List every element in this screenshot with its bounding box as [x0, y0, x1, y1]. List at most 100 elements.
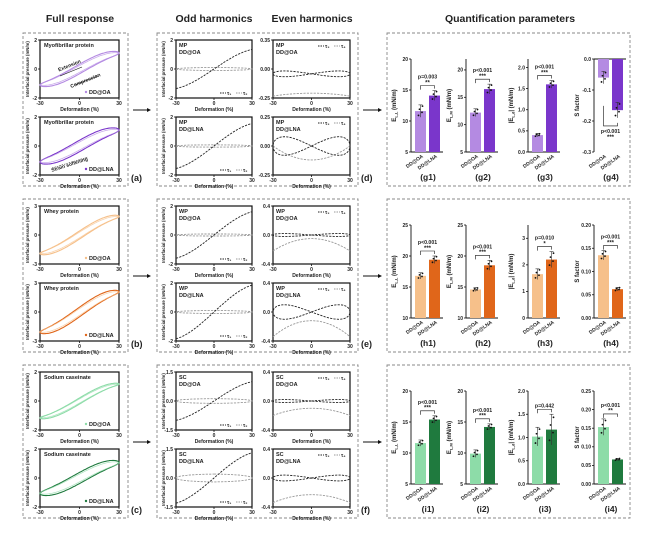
tau3-curve	[272, 399, 351, 403]
y-tick-label: 2	[34, 447, 37, 453]
y-tick-label: 2	[170, 38, 173, 44]
data-point	[431, 98, 434, 100]
legend-label: τ₃	[325, 121, 330, 127]
data-point	[435, 255, 438, 258]
x-tick-label: -30	[172, 344, 179, 350]
significance-bracket	[475, 418, 490, 423]
legend-label: τ₁	[227, 423, 231, 429]
sample-label: DD@OA	[179, 216, 201, 222]
y-tick-label: 1.5	[166, 447, 173, 453]
x-tick-label: -30	[269, 178, 276, 184]
x-tick-label: 0	[310, 267, 313, 273]
y-tick-label: -0.25	[259, 173, 271, 179]
data-point	[431, 421, 434, 424]
bar-chart: 0.00.51.01.52.0|EL,d| (mN/m)DD@OADD@LNA*…	[509, 59, 560, 182]
group-box-full	[22, 198, 129, 353]
x-tick-label: -30	[172, 433, 179, 439]
y-axis-label: Interfacial pressure (mN/m)	[25, 373, 30, 429]
protein-label: Myofibrillar protein	[44, 120, 94, 126]
protein-abbr: SC	[179, 375, 187, 381]
y-axis-label: Interfacial pressure (mN/m)	[161, 284, 166, 340]
legend-label: τ₂	[243, 500, 247, 506]
data-point	[552, 80, 555, 83]
panel-label: (g3)	[537, 172, 553, 182]
y-tick-label: 20	[402, 389, 408, 395]
bar-dd-oa	[532, 135, 543, 152]
y-label-unit: (mN/m)	[447, 421, 453, 443]
y-tick-label: 0.0	[518, 482, 525, 488]
y-label-main: E	[392, 118, 398, 122]
data-point	[600, 81, 603, 83]
group-box-quant	[386, 32, 631, 187]
x-tick-label: 30	[249, 101, 255, 107]
legend-marker	[84, 422, 88, 426]
hysteresis-loop	[39, 291, 120, 333]
data-point	[487, 86, 490, 89]
y-label-sub: L,d	[511, 111, 516, 118]
y-tick-label: 0.15	[581, 426, 591, 432]
y-tick-label: 0.0	[263, 476, 270, 482]
tau3-curve	[272, 136, 351, 156]
data-point	[421, 275, 423, 278]
y-tick-label: 1.0	[518, 108, 525, 114]
y-axis-label: Interfacial pressure (mN/m)	[161, 118, 166, 174]
y-tick-label: 20	[457, 254, 463, 260]
panel-label: (h3)	[537, 338, 553, 348]
data-point	[432, 257, 435, 260]
legend-marker	[84, 90, 88, 94]
arrowhead-icon	[378, 274, 382, 278]
significance-bracket	[537, 408, 552, 414]
protein-abbr: MP	[179, 120, 188, 126]
y-label-sub: L,d	[511, 443, 516, 450]
y-tick-label: 5	[460, 482, 463, 488]
data-point	[476, 288, 478, 291]
data-point	[435, 95, 437, 98]
p-value: p<0.001	[418, 400, 437, 406]
data-point	[618, 103, 621, 105]
plot-frame	[175, 39, 253, 99]
legend-label: τ₂	[243, 257, 247, 263]
sample-label: DD@LNA	[276, 293, 301, 299]
panel-label: (e)	[361, 339, 372, 349]
tau4-curve	[272, 145, 351, 161]
data-point	[476, 108, 479, 111]
x-tick-label: 0	[310, 433, 313, 439]
bar-dd-oa	[470, 289, 481, 318]
legend-label: τ₃	[325, 44, 330, 50]
y-label-unit: (mN/m)	[447, 255, 453, 277]
significance-bracket	[420, 85, 435, 90]
y-tick-label: 25	[402, 223, 408, 229]
data-point	[535, 271, 538, 274]
y-tick-label: 0.10	[581, 445, 591, 451]
x-tick-label: -30	[269, 510, 276, 516]
y-tick-label: 15	[402, 285, 408, 291]
legend-label: τ₄	[341, 287, 346, 293]
data-point	[432, 93, 435, 95]
y-tick-label: 0.4	[263, 370, 270, 376]
y-tick-label: 0	[170, 233, 173, 239]
arrowhead-icon	[147, 274, 151, 278]
protein-abbr: WP	[276, 286, 285, 292]
y-tick-label: 20	[402, 57, 408, 63]
x-tick-label: 30	[116, 344, 122, 350]
data-point	[618, 457, 621, 460]
y-tick-label: -3	[33, 262, 38, 268]
panel-label: (i1)	[422, 504, 435, 514]
significance-bracket	[603, 105, 618, 127]
y-tick-label: -0.4	[261, 262, 270, 268]
y-tick-label: 5	[405, 482, 408, 488]
p-value: p<0.001	[601, 129, 620, 135]
x-axis-label: Deformation (%)	[292, 107, 331, 113]
group-box-harmonics	[156, 32, 359, 187]
x-axis-label: Deformation (%)	[60, 516, 99, 522]
y-tick-label: 0.0	[166, 399, 173, 405]
y-label-sub: L,M	[449, 111, 454, 119]
y-tick-label: 0.4	[263, 447, 270, 453]
p-value: p<0.001	[535, 65, 554, 71]
data-point	[490, 260, 493, 263]
data-point	[615, 106, 618, 109]
legend-label: τ₂	[243, 423, 247, 429]
bar-dd-lna	[546, 429, 557, 484]
